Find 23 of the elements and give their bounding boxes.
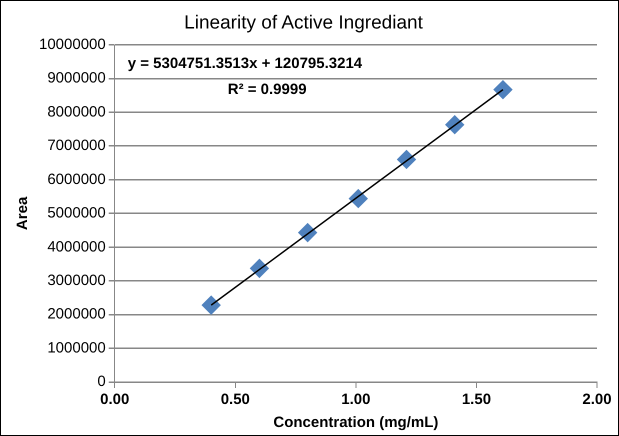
- x-axis-title: Concentration (mg/mL): [273, 414, 438, 432]
- point: [202, 296, 221, 315]
- chart-title: Linearity of Active Ingrediant: [184, 12, 424, 34]
- y-tick-label: 5000000: [47, 204, 106, 222]
- y-tick-label: 1000000: [47, 339, 106, 356]
- y-tick-label: 2000000: [47, 306, 106, 323]
- x-tick-label: 1.50: [462, 391, 492, 408]
- y-tick-label: 6000000: [47, 170, 106, 188]
- annotation: R² = 0.9999: [228, 80, 307, 98]
- point: [493, 80, 512, 100]
- y-tick-label: 8000000: [47, 103, 106, 120]
- x-tick-label: 1.00: [341, 391, 370, 408]
- y-tick-label: 4000000: [47, 238, 106, 256]
- x-tick-label: 0.00: [100, 391, 130, 408]
- y-tick-label: 9000000: [47, 70, 106, 87]
- x-tick-label: 0.50: [220, 391, 250, 408]
- x-tick-label: 2.00: [582, 391, 612, 408]
- y-tick-label: 0: [97, 373, 106, 390]
- y-axis-title: Area: [14, 196, 32, 230]
- y-tick-label: 3000000: [47, 272, 106, 289]
- y-tick-label: 7000000: [47, 137, 106, 154]
- annotation: y = 5304751.3513x + 120795.3214: [128, 54, 363, 72]
- y-tick-label: 10000000: [38, 36, 106, 53]
